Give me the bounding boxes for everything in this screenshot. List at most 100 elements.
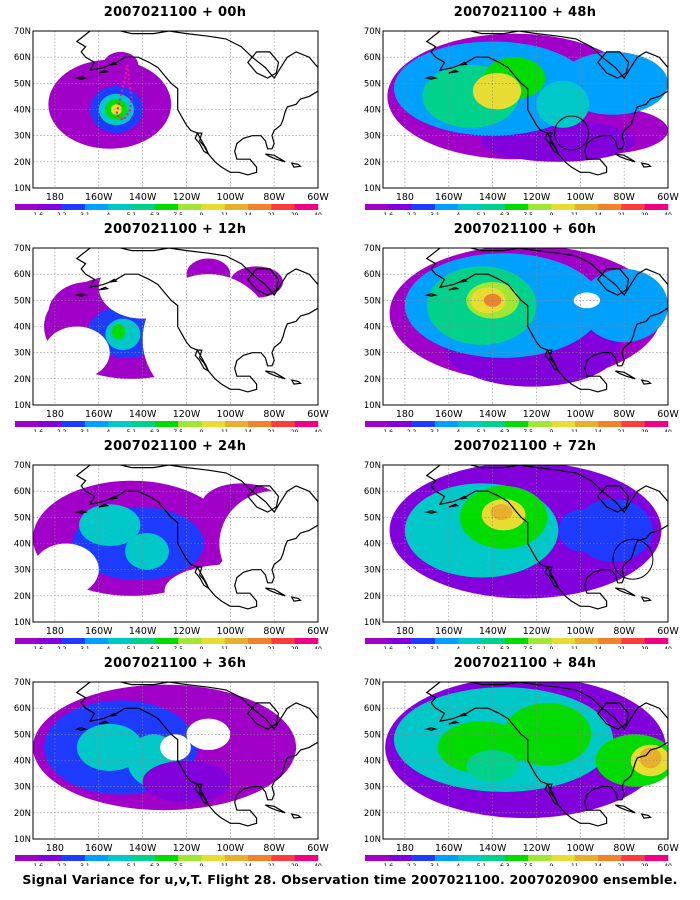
colorbar-swatch: [15, 638, 39, 644]
lat-tick-label: 60N: [14, 704, 31, 714]
colorbar-level-label: 3.1: [80, 212, 90, 215]
lat-tick-label: 40N: [364, 540, 381, 550]
variance-map: 70N 60N 50N 40N 30N 20N 10N 180 160W 140W 120W 100W…: [364, 678, 680, 866]
coastline-path: [75, 682, 318, 827]
colorbar-level-label: 6.3: [150, 863, 160, 866]
colorbar-level-label: 2.2: [407, 863, 417, 866]
colorbar-level-label: 4: [106, 863, 110, 866]
colorbar-swatch: [551, 421, 576, 427]
colorbar-level-label: 3.1: [430, 429, 440, 432]
colorbar-level-label: 6.3: [500, 863, 510, 866]
colorbar-swatch: [504, 421, 529, 427]
map-panel-00h: 2007021100 + 00h 70N 60N 50N 40N 30N 20N 10N 18…: [5, 5, 345, 215]
colorbar-level-label: 14: [244, 212, 252, 215]
colorbar-swatch: [61, 638, 86, 644]
colorbar-level-label: 14: [594, 863, 602, 866]
colorbar-swatch: [621, 421, 645, 427]
colorbar-swatch: [178, 855, 202, 861]
coastline: [74, 248, 318, 393]
graticule: [33, 682, 318, 839]
lon-tick-label: 180: [46, 843, 64, 854]
colorbar-swatch: [131, 421, 156, 427]
colorbar-swatch: [224, 855, 249, 861]
map-frame: [382, 30, 669, 189]
lat-tick-label: 30N: [364, 566, 381, 576]
colorbar-swatch: [271, 855, 295, 861]
lat-tick-label: 10N: [14, 618, 31, 628]
lat-tick-label: 20N: [364, 158, 381, 168]
lat-tick-label: 40N: [14, 106, 31, 116]
colorbar-swatch: [598, 638, 622, 644]
colorbar-level-label: 3.1: [430, 212, 440, 215]
colorbar-level-label: 4: [106, 429, 110, 432]
colorbar-level-label: 11: [571, 646, 579, 649]
colorbar-swatch: [248, 204, 272, 210]
coastline-path: [247, 485, 280, 513]
lon-tick-label: 160W: [85, 409, 113, 420]
colorbar-level-label: 40: [664, 863, 672, 866]
lon-tick-label: 160W: [85, 626, 113, 637]
coastline-path: [290, 162, 302, 168]
lat-tick-label: 40N: [364, 757, 381, 767]
colorbar-swatch: [388, 421, 412, 427]
colorbar: 1.6 2.2 3.1 4 5.1 6.3 7.5 9 11 14 21 29 40: [15, 421, 322, 432]
colorbar-swatch: [154, 204, 179, 210]
lon-tick-label: 120W: [523, 192, 551, 203]
colorbar-level-label: 6.3: [500, 646, 510, 649]
coastline-path: [290, 379, 302, 385]
colorbar-swatch: [598, 204, 622, 210]
coastline-path: [597, 485, 630, 513]
colorbar-swatch: [154, 638, 179, 644]
colorbar-swatch: [574, 638, 599, 644]
map-panel-60h: 2007021100 + 60h 70N 60N 50N 40N 30N 20N 10N 18…: [355, 222, 695, 432]
lon-tick-label: 80W: [263, 626, 285, 637]
variance-contour: [503, 702, 592, 766]
colorbar-level-label: 29: [291, 212, 299, 215]
colorbar-level-label: 7.5: [173, 863, 183, 866]
colorbar-level-label: 29: [291, 646, 299, 649]
colorbar-swatch: [201, 638, 226, 644]
variance-contour: [111, 323, 126, 340]
lat-tick-label: 20N: [364, 809, 381, 819]
colorbar-level-label: 5.1: [477, 429, 487, 432]
lat-tick-label: 30N: [14, 349, 31, 359]
coastline-path: [425, 465, 668, 610]
variance-contour: [536, 80, 590, 128]
colorbar-swatch: [504, 638, 529, 644]
coastline-path: [75, 248, 318, 393]
colorbar-swatch: [61, 855, 86, 861]
lon-tick-label: 160W: [435, 626, 463, 637]
colorbar-swatch: [15, 855, 39, 861]
coastline-path: [265, 804, 286, 814]
colorbar-level-label: 21: [268, 863, 276, 866]
variance-field: [48, 51, 172, 149]
island-path: [424, 293, 438, 297]
lat-tick-label: 70N: [14, 678, 31, 688]
colorbar-swatch: [38, 204, 62, 210]
coastline: [424, 465, 668, 610]
colorbar-swatch: [365, 855, 389, 861]
island-path: [74, 510, 88, 514]
lon-tick-label: 80W: [613, 192, 635, 203]
colorbar-level-label: 6.3: [500, 212, 510, 215]
lat-tick-label: 60N: [364, 704, 381, 714]
lat-tick-label: 50N: [364, 79, 381, 89]
colorbar-swatch: [131, 638, 156, 644]
coastline-path: [425, 682, 668, 827]
lon-tick-label: 80W: [613, 626, 635, 637]
colorbar-level-label: 14: [244, 429, 252, 432]
colorbar-level-label: 9: [550, 646, 554, 649]
lon-tick-label: 140W: [479, 409, 507, 420]
lat-tick-label: 60N: [364, 487, 381, 497]
lon-tick-label: 80W: [263, 409, 285, 420]
colorbar-level-label: 1.6: [384, 863, 394, 866]
colorbar-swatch: [365, 421, 389, 427]
lat-tick-label: 50N: [364, 296, 381, 306]
lon-tick-label: 60W: [657, 192, 679, 203]
colorbar-level-label: 7.5: [173, 429, 183, 432]
colorbar-swatch: [154, 855, 179, 861]
colorbar-level-label: 5.1: [477, 646, 487, 649]
lon-tick-label: 160W: [435, 843, 463, 854]
island-path: [109, 61, 118, 66]
colorbar-swatch: [201, 855, 226, 861]
